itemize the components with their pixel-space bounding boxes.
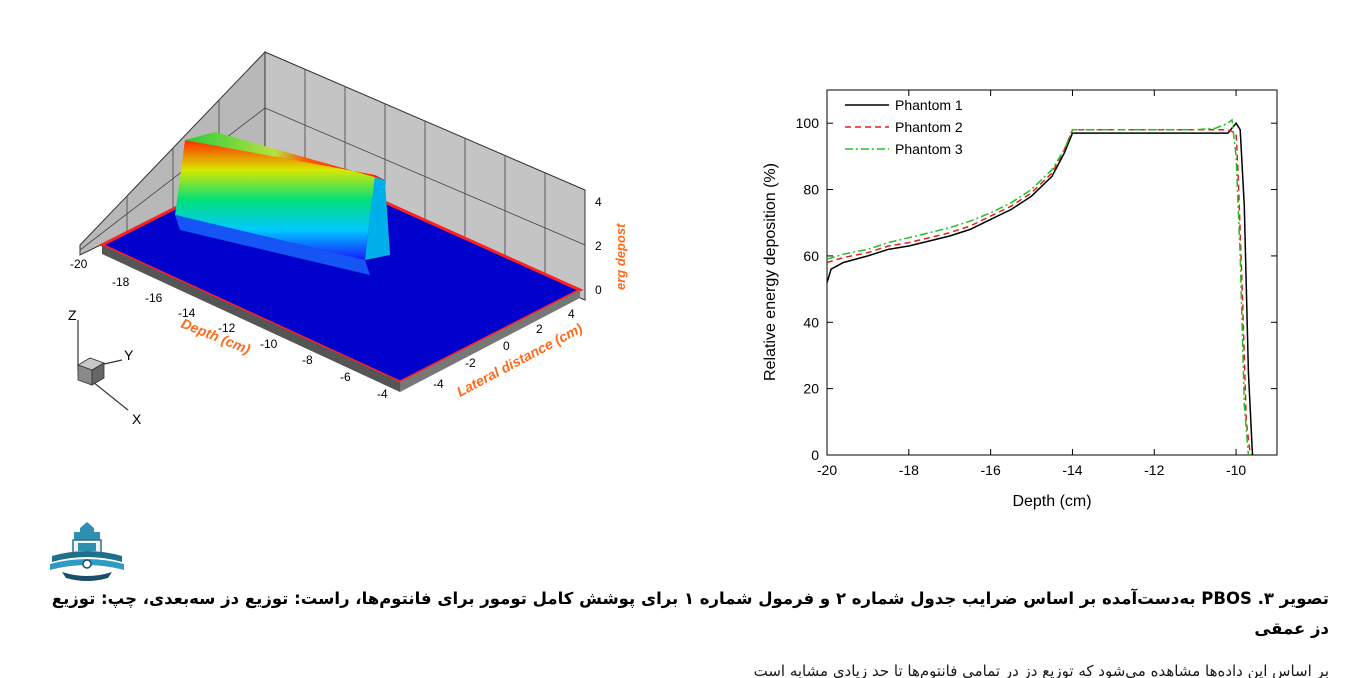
dose-3d-surface-figure: 4 2 0 erg depost -20 -18 -16 -14 -12 -10… [68,50,628,427]
depth-tick-label: -8 [302,353,313,367]
depth-tick-label: -10 [260,337,278,351]
x-tick-label: -14 [1062,462,1082,478]
series-line-2 [826,129,1252,456]
caption-text: PBOS به‌دست‌آمده بر اساس ضرایب جدول شمار… [51,589,1329,638]
axis-triad-icon: Z Y X [68,307,142,427]
depth-dose-line-chart: 0 20 40 60 80 100 -20 -18 -16 -14 -12 -10 Depth (c… [762,89,1278,510]
journal-logo-icon [50,522,124,581]
depth-tick-label: -18 [112,275,130,289]
depth-tick-label: -14 [178,306,196,320]
dose-block [175,132,390,275]
lateral-tick-label: -2 [465,356,476,370]
y-tick-label: 100 [796,115,820,131]
x-tick-label: -12 [1144,462,1164,478]
z-tick-label: 0 [595,283,602,297]
depth-tick-label: -6 [340,370,351,384]
lateral-tick-label: -4 [433,377,444,391]
x-tick-label: -16 [981,462,1001,478]
y-tick-label: 40 [803,314,819,330]
lateral-tick-label: 0 [503,339,510,353]
z-tick-label: 2 [595,239,602,253]
y-axis-label: Relative energy deposition (%) [762,163,779,381]
lateral-tick-label: 2 [536,322,543,336]
z-tick-label: 4 [595,195,602,209]
x-tick-label: -10 [1226,462,1246,478]
caption-label: تصویر ۳. [1257,589,1329,608]
x-tick-label: -20 [817,462,837,478]
series-group [826,118,1254,456]
y-tick-label: 80 [803,182,819,198]
legend-label: Phantom 3 [895,141,963,157]
body-text-fragment: بر اساس این داده‌ها مشاهده می‌شود که توز… [753,662,1329,678]
depth-tick-label: -16 [145,291,163,305]
x-axis-label: Depth (cm) [1012,493,1091,510]
series-line-1 [826,121,1254,456]
depth-tick-labels: -20 -18 -16 -14 -12 -10 -8 -6 -4 [70,257,388,401]
z-tick-labels: 4 2 0 [595,195,602,297]
lateral-tick-label: 4 [568,307,575,321]
lateral-tick-labels: 4 2 0 -2 -4 [433,307,575,391]
legend-label: Phantom 2 [895,119,963,135]
y-tick-label: 60 [803,248,819,264]
triad-z-label: Z [68,307,77,323]
y-axis-ticks: 0 20 40 60 80 100 [796,115,1277,463]
triad-x-label: X [132,411,142,427]
figure-caption: تصویر ۳. PBOS به‌دست‌آمده بر اساس ضرایب … [30,584,1329,644]
y-tick-label: 20 [803,381,819,397]
x-tick-label: -18 [899,462,919,478]
legend-label: Phantom 1 [895,97,963,113]
depth-tick-label: -4 [377,387,388,401]
plot-area [826,89,1278,456]
plot-frame [826,89,1278,456]
legend: Phantom 1 Phantom 2 Phantom 3 [845,97,963,157]
depth-tick-label: -12 [218,321,236,335]
z-axis-label: erg depost [613,223,628,290]
y-tick-label: 0 [811,447,819,463]
depth-axis-label: Depth (cm) [179,315,253,357]
depth-tick-label: -20 [70,257,88,271]
x-axis-ticks: -20 -18 -16 -14 -12 -10 [817,90,1246,478]
series-line-3 [826,118,1250,456]
triad-y-label: Y [124,347,134,363]
